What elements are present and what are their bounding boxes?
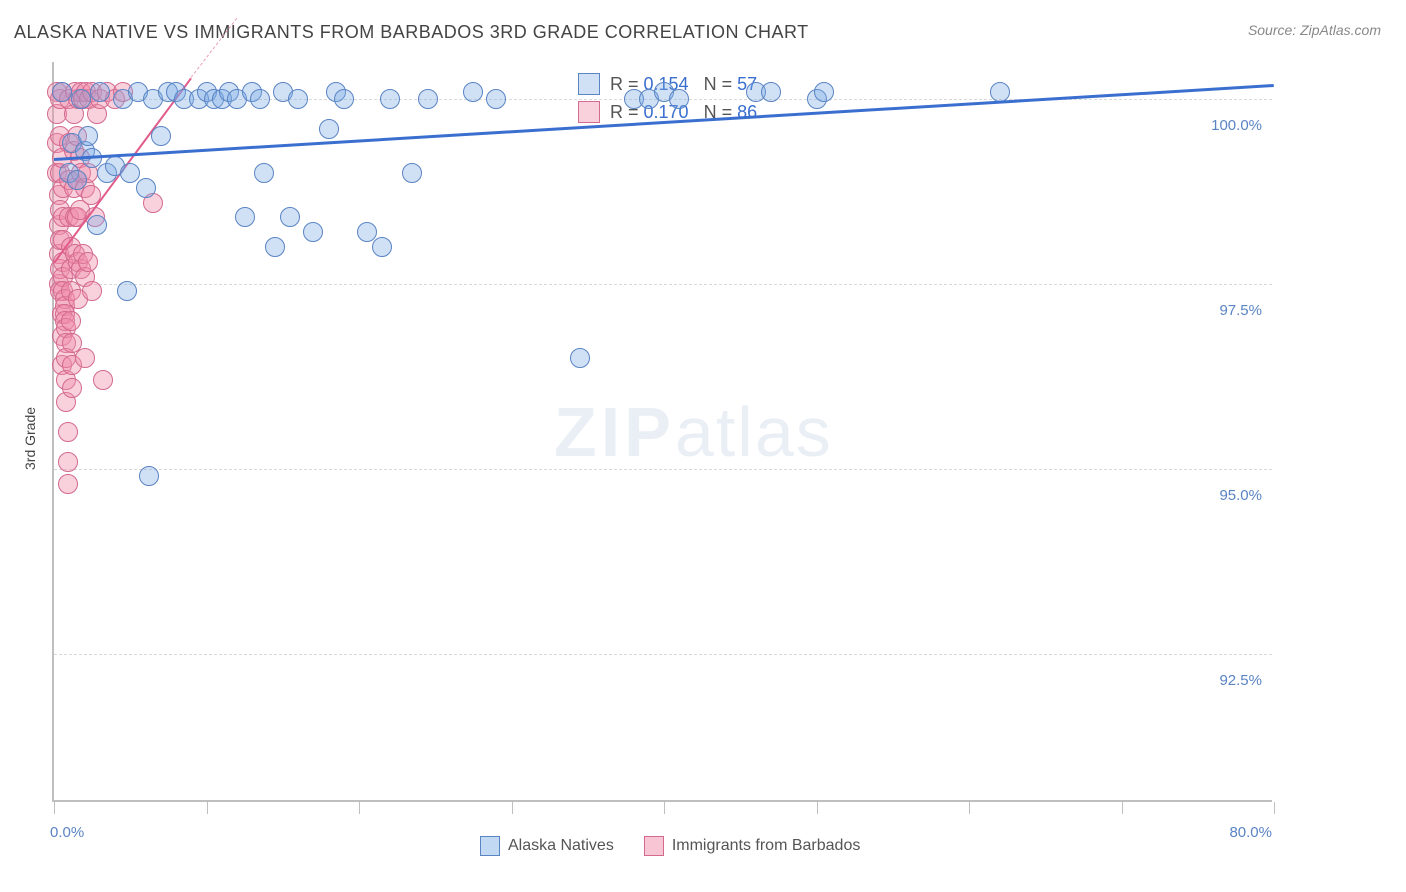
- x-tick: [1122, 802, 1123, 814]
- scatter-point: [117, 281, 137, 301]
- scatter-point: [418, 89, 438, 109]
- scatter-point: [139, 466, 159, 486]
- x-tick: [969, 802, 970, 814]
- watermark: ZIPatlas: [554, 392, 833, 472]
- legend-label: Immigrants from Barbados: [672, 837, 861, 855]
- legend-item: Alaska Natives: [480, 836, 614, 856]
- scatter-point: [75, 348, 95, 368]
- scatter-point: [90, 82, 110, 102]
- y-tick-label: 92.5%: [1219, 672, 1262, 689]
- legend-swatch: [644, 836, 664, 856]
- scatter-point: [990, 82, 1010, 102]
- x-tick: [54, 802, 55, 814]
- scatter-point: [288, 89, 308, 109]
- legend-swatch: [480, 836, 500, 856]
- scatter-point: [254, 163, 274, 183]
- scatter-point: [486, 89, 506, 109]
- legend-label: Alaska Natives: [508, 837, 614, 855]
- x-tick: [664, 802, 665, 814]
- scatter-point: [303, 222, 323, 242]
- scatter-point: [761, 82, 781, 102]
- y-axis-label: 3rd Grade: [22, 407, 38, 470]
- scatter-point: [78, 126, 98, 146]
- scatter-point: [669, 89, 689, 109]
- scatter-point: [265, 237, 285, 257]
- watermark-rest: atlas: [675, 393, 833, 471]
- gridline: [54, 284, 1272, 285]
- scatter-point: [82, 281, 102, 301]
- x-tick-label: 0.0%: [50, 824, 84, 841]
- scatter-point: [58, 474, 78, 494]
- source-label: Source: ZipAtlas.com: [1248, 22, 1381, 38]
- scatter-point: [52, 82, 72, 102]
- y-tick-label: 97.5%: [1219, 302, 1262, 319]
- scatter-point: [61, 311, 81, 331]
- scatter-point: [62, 378, 82, 398]
- legend: Alaska Natives Immigrants from Barbados: [480, 836, 860, 856]
- chart-title: ALASKA NATIVE VS IMMIGRANTS FROM BARBADO…: [14, 22, 809, 43]
- scatter-point: [463, 82, 483, 102]
- legend-item: Immigrants from Barbados: [644, 836, 861, 856]
- gridline: [54, 654, 1272, 655]
- scatter-point: [250, 89, 270, 109]
- y-tick-label: 100.0%: [1211, 117, 1262, 134]
- x-tick: [817, 802, 818, 814]
- scatter-point: [334, 89, 354, 109]
- scatter-point: [78, 252, 98, 272]
- plot-area: ZIPatlas R = 0.154 N = 57R = 0.170 N = 8…: [52, 62, 1272, 802]
- scatter-point: [814, 82, 834, 102]
- scatter-point: [280, 207, 300, 227]
- scatter-point: [136, 178, 156, 198]
- x-tick: [1274, 802, 1275, 814]
- scatter-point: [71, 89, 91, 109]
- scatter-point: [151, 126, 171, 146]
- x-tick-label: 80.0%: [1229, 824, 1272, 841]
- scatter-point: [380, 89, 400, 109]
- scatter-point: [319, 119, 339, 139]
- scatter-point: [570, 348, 590, 368]
- gridline: [54, 469, 1272, 470]
- stats-swatch: [578, 101, 600, 123]
- y-tick-label: 95.0%: [1219, 487, 1262, 504]
- scatter-point: [93, 370, 113, 390]
- watermark-bold: ZIP: [554, 393, 675, 471]
- x-tick: [359, 802, 360, 814]
- x-tick: [512, 802, 513, 814]
- scatter-point: [372, 237, 392, 257]
- scatter-point: [58, 452, 78, 472]
- stats-swatch: [578, 73, 600, 95]
- scatter-point: [58, 422, 78, 442]
- scatter-point: [235, 207, 255, 227]
- scatter-point: [67, 170, 87, 190]
- x-tick: [207, 802, 208, 814]
- scatter-point: [87, 215, 107, 235]
- scatter-point: [402, 163, 422, 183]
